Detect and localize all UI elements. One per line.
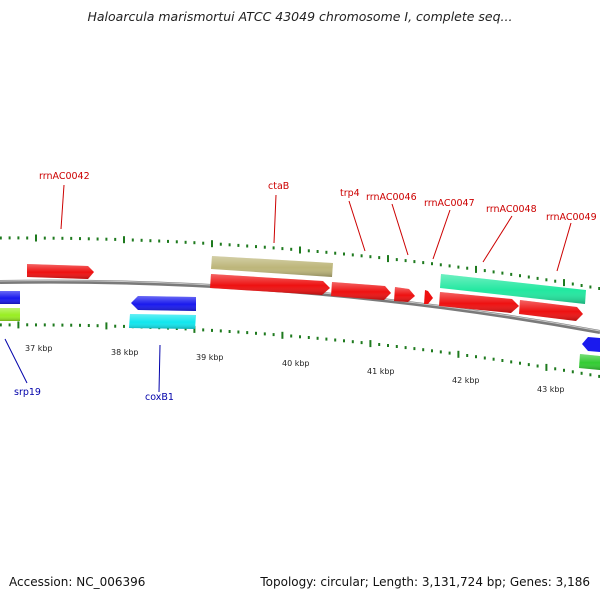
- label-ctaB[interactable]: ctaB: [268, 181, 289, 192]
- gene-blue-right[interactable]: [582, 337, 600, 352]
- kbp-label-43: 43 kbp: [537, 385, 565, 394]
- kbp-label-41: 41 kbp: [367, 367, 395, 376]
- gene-rrnAC0047[interactable]: [424, 290, 433, 304]
- map-title: Haloarcula marismortui ATCC 43049 chromo…: [87, 9, 513, 24]
- tick-row-bottom: [0, 321, 600, 378]
- label-srp19[interactable]: srp19: [14, 387, 41, 398]
- tick-row-top: [0, 234, 600, 290]
- kbp-label-42: 42 kbp: [452, 376, 480, 385]
- kbp-label-40: 40 kbp: [282, 359, 310, 368]
- kbp-label-37: 37 kbp: [25, 344, 53, 353]
- kbp-label-39: 39 kbp: [196, 353, 224, 362]
- label-rrnAC0047[interactable]: rrnAC0047: [424, 198, 475, 209]
- label-rrnAC0046[interactable]: rrnAC0046: [366, 192, 417, 203]
- genes-forward: [27, 256, 586, 321]
- label-trp4[interactable]: trp4: [340, 188, 360, 199]
- kbp-scale: 37 kbp 38 kbp 39 kbp 40 kbp 41 kbp 42 kb…: [25, 344, 565, 394]
- genome-summary-text: Topology: circular; Length: 3,131,724 bp…: [260, 575, 590, 589]
- label-rrnAC0049[interactable]: rrnAC0049: [546, 212, 597, 223]
- genes-reverse: [0, 291, 600, 370]
- label-coxB1[interactable]: coxB1: [145, 392, 174, 403]
- label-rrnAC0048[interactable]: rrnAC0048: [486, 204, 537, 215]
- leader-lines: [4, 184, 572, 393]
- gene-labels: rrnAC0042 ctaB trp4 rrnAC0046 rrnAC0047 …: [14, 171, 597, 403]
- accession-text: Accession: NC_006396: [9, 575, 146, 589]
- kbp-label-38: 38 kbp: [111, 348, 139, 357]
- label-rrnAC0042[interactable]: rrnAC0042: [39, 171, 90, 182]
